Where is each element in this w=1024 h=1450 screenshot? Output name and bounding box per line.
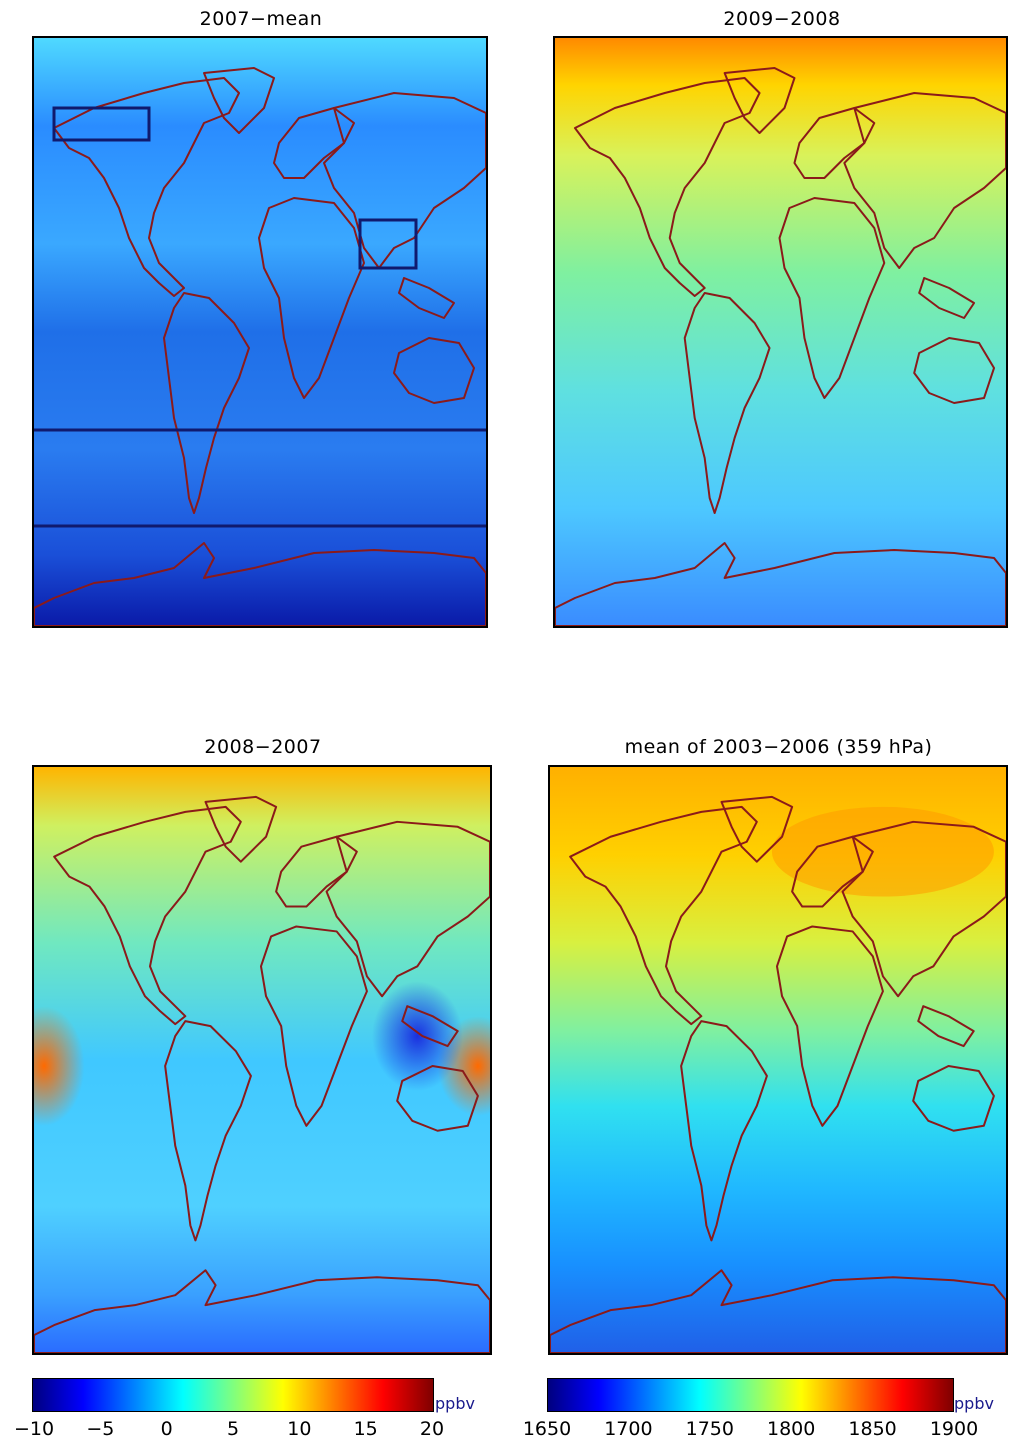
colorbar-tick-label: 0 (160, 1418, 173, 1440)
colorbar-tick-label: 15 (353, 1418, 378, 1440)
coastline-outline (720, 795, 794, 863)
coastline-outline (680, 1020, 768, 1242)
coastline-outline (843, 92, 1006, 269)
coastline-outline (275, 835, 358, 908)
coastline-outline (163, 292, 250, 514)
colorbar-difference-unit: ppbv (435, 1394, 475, 1413)
coastline-outline (164, 1020, 252, 1242)
coastline-outline (917, 1005, 975, 1048)
panel-title-2007-mean: 2007−mean (199, 8, 323, 30)
coastline-outline (918, 277, 976, 319)
map-panel-mean-2003-2006 (548, 765, 1008, 1355)
map-panel-2009-2008 (553, 36, 1008, 628)
coastline-outline (683, 292, 771, 514)
map-2007-mean (34, 38, 486, 626)
coastline-outline (791, 835, 874, 908)
coastline-outline (396, 1064, 479, 1132)
coastline-outline (841, 820, 1006, 998)
map-2008-2007 (34, 767, 490, 1353)
colorbar-tick-label: 1750 (685, 1418, 734, 1440)
coastline-outline (325, 820, 490, 998)
colorbar-tick-label: 20 (419, 1418, 445, 1440)
panel-title-2008-2007: 2008−2007 (204, 736, 322, 758)
coastline-outline (401, 1005, 459, 1048)
panel-title-mean-2003-2006: mean of 2003−2006 (359 hPa) (624, 736, 933, 758)
colorbar-tick-label: 1850 (848, 1418, 897, 1440)
coastline-outline (573, 77, 761, 297)
coastline-outline (53, 805, 242, 1026)
coastline-outline (393, 337, 475, 404)
colorbar-mean-unit: ppbv (954, 1394, 994, 1413)
coastline-outline (775, 925, 884, 1127)
coastline (34, 67, 486, 626)
map-panel-2008-2007 (32, 765, 492, 1355)
coastline-outline (569, 805, 758, 1026)
coastline-outline (723, 67, 796, 134)
coastline (34, 795, 490, 1353)
coastline-outline (34, 542, 486, 626)
coastline-outline (555, 542, 1006, 626)
coastline-outline (258, 197, 365, 399)
coastline-outline (913, 337, 996, 404)
coastline-outline (793, 107, 876, 179)
colorbar-tick-label: 1650 (522, 1418, 572, 1440)
colorbar-tick-label: 10 (287, 1418, 312, 1440)
region-box-east-asia (358, 218, 418, 270)
colorbar-difference (32, 1378, 434, 1412)
coastline-outline (204, 795, 278, 863)
coastline-outline (398, 277, 455, 319)
map-panel-2007-mean (32, 36, 488, 628)
coastline-outline (778, 197, 886, 399)
coastline-outline (273, 107, 355, 179)
coastline-outline (323, 92, 486, 269)
coastline-outline (203, 67, 275, 134)
colorbar-tick-label: −5 (86, 1418, 115, 1440)
coastline (555, 67, 1006, 626)
colorbar-tick-label: 1800 (767, 1418, 816, 1440)
map-2009-2008 (555, 38, 1006, 626)
coastline-outline (259, 925, 368, 1127)
colorbar-tick-label: 1900 (929, 1418, 979, 1440)
coastline (550, 795, 1006, 1353)
region-box-alaska (52, 106, 151, 142)
colorbar-tick-label: 1700 (604, 1418, 653, 1440)
colorbar-tick-label: 5 (226, 1418, 240, 1440)
coastline-outline (34, 1269, 490, 1353)
panel-title-2009-2008: 2009−2008 (723, 8, 841, 30)
colorbar-tick-label: −10 (13, 1418, 55, 1440)
coastline-outline (550, 1269, 1006, 1353)
coastline-outline (53, 77, 240, 297)
coastline-outline (912, 1064, 995, 1132)
colorbar-mean (547, 1378, 954, 1412)
map-mean-2003-2006 (550, 767, 1006, 1353)
